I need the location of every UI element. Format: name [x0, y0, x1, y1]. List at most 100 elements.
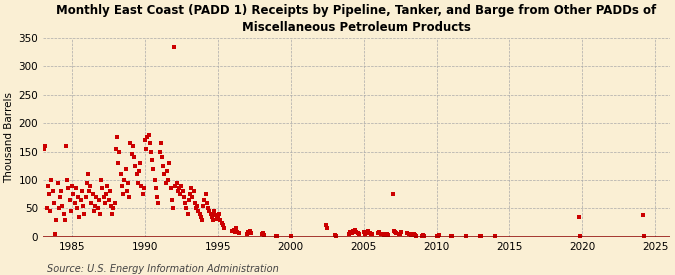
- Point: [166, 198, 177, 202]
- Point: [72, 206, 82, 211]
- Point: [432, 234, 443, 238]
- Point: [418, 233, 429, 237]
- Point: [387, 192, 398, 196]
- Point: [136, 183, 146, 188]
- Point: [135, 161, 146, 165]
- Point: [184, 198, 194, 202]
- Point: [230, 230, 240, 234]
- Point: [81, 181, 92, 185]
- Point: [321, 223, 331, 228]
- Point: [409, 233, 420, 237]
- Point: [63, 186, 74, 191]
- Point: [231, 226, 242, 230]
- Point: [359, 232, 370, 236]
- Point: [149, 178, 160, 182]
- Point: [126, 152, 137, 157]
- Point: [215, 218, 225, 222]
- Point: [322, 226, 333, 230]
- Point: [638, 213, 649, 217]
- Point: [209, 209, 219, 213]
- Point: [373, 231, 383, 235]
- Point: [93, 198, 104, 202]
- Point: [85, 183, 96, 188]
- Point: [69, 200, 80, 205]
- Point: [51, 218, 61, 222]
- Point: [186, 186, 196, 191]
- Point: [157, 155, 167, 160]
- Point: [360, 231, 371, 235]
- Point: [65, 209, 76, 213]
- Point: [381, 232, 392, 237]
- Point: [142, 135, 153, 140]
- Point: [196, 218, 207, 222]
- Point: [67, 183, 78, 188]
- Point: [78, 203, 88, 208]
- Point: [362, 230, 373, 234]
- Point: [105, 189, 115, 194]
- Point: [178, 195, 189, 199]
- Point: [43, 183, 53, 188]
- Point: [207, 215, 217, 219]
- Point: [79, 212, 90, 216]
- Point: [350, 228, 360, 232]
- Text: Source: U.S. Energy Information Administration: Source: U.S. Energy Information Administ…: [47, 264, 279, 274]
- Point: [55, 195, 65, 199]
- Point: [213, 215, 223, 219]
- Point: [53, 206, 64, 211]
- Point: [192, 203, 202, 208]
- Point: [62, 178, 73, 182]
- Point: [286, 234, 296, 238]
- Point: [122, 189, 132, 194]
- Point: [128, 144, 138, 148]
- Point: [154, 149, 165, 154]
- Point: [377, 232, 387, 237]
- Point: [175, 192, 186, 196]
- Point: [49, 200, 59, 205]
- Point: [351, 230, 362, 234]
- Point: [52, 181, 63, 185]
- Point: [404, 232, 415, 236]
- Point: [140, 138, 151, 142]
- Point: [205, 212, 216, 216]
- Point: [117, 183, 128, 188]
- Point: [169, 45, 180, 49]
- Point: [475, 234, 486, 238]
- Point: [167, 206, 178, 211]
- Point: [187, 195, 198, 199]
- Point: [194, 212, 205, 216]
- Point: [111, 147, 122, 151]
- Point: [181, 206, 192, 211]
- Point: [419, 233, 430, 238]
- Point: [366, 232, 377, 236]
- Point: [146, 149, 157, 154]
- Point: [153, 200, 164, 205]
- Point: [390, 230, 401, 234]
- Point: [56, 189, 67, 194]
- Point: [171, 181, 182, 185]
- Point: [80, 195, 91, 199]
- Point: [489, 234, 500, 238]
- Point: [125, 141, 136, 145]
- Point: [99, 195, 109, 199]
- Point: [447, 233, 458, 238]
- Point: [227, 229, 238, 233]
- Point: [103, 198, 114, 202]
- Point: [199, 198, 210, 202]
- Point: [148, 166, 159, 171]
- Point: [446, 234, 456, 238]
- Point: [190, 200, 200, 205]
- Point: [259, 233, 269, 237]
- Point: [59, 218, 70, 222]
- Point: [50, 232, 61, 236]
- Point: [232, 229, 243, 234]
- Point: [97, 186, 108, 191]
- Point: [123, 181, 134, 185]
- Point: [105, 203, 116, 208]
- Point: [257, 231, 268, 235]
- Point: [244, 229, 255, 233]
- Point: [217, 223, 228, 228]
- Point: [155, 141, 166, 145]
- Point: [91, 195, 102, 199]
- Point: [211, 216, 222, 221]
- Point: [40, 144, 51, 148]
